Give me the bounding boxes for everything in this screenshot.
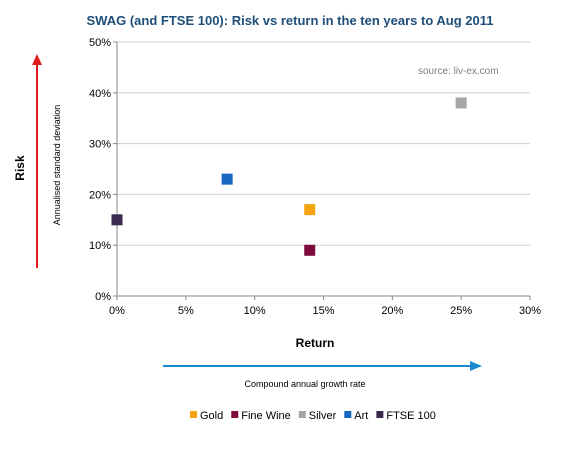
y-tick-label: 10% (89, 240, 111, 252)
point-fine-wine (304, 244, 316, 256)
x-axis-label: Return (296, 336, 335, 350)
x-tick-label: 10% (244, 305, 266, 317)
source-note: source: liv-ex.com (418, 66, 499, 77)
legend-swatch-silver (298, 411, 306, 418)
chart-title: SWAG (and FTSE 100): Risk vs return in t… (87, 13, 494, 28)
y-axis-label: Risk (13, 155, 27, 181)
tick-labels: 0% 10% 20% 30% 40% 50% 0% 5% 10% 15% 20% 25% 30% (89, 37, 541, 317)
legend-swatch-ftse-100 (376, 411, 384, 418)
data-points (111, 97, 467, 256)
point-silver (455, 97, 467, 109)
y-axis-sublabel: Annualised standard deviation (52, 105, 62, 226)
risk-arrow-head (32, 54, 42, 65)
x-tick-label: 15% (312, 305, 334, 317)
x-tick-label: 30% (519, 305, 541, 317)
grid-lines (117, 41, 530, 246)
point-art (221, 173, 233, 185)
legend-label-fine-wine: Fine Wine (241, 410, 291, 422)
legend-label-art: Art (354, 410, 368, 422)
x-axis-sublabel: Compound annual growth rate (244, 379, 365, 389)
x-tick-label: 0% (109, 305, 125, 317)
y-tick-label: 50% (89, 37, 111, 49)
legend-label-ftse-100: FTSE 100 (386, 410, 436, 422)
x-tick-label: 5% (178, 305, 194, 317)
return-arrow-head (470, 361, 482, 371)
legend-label-silver: Silver (309, 410, 337, 422)
legend-swatch-fine-wine (231, 411, 239, 418)
x-tick-label: 25% (450, 305, 472, 317)
y-tick-label: 20% (89, 189, 111, 201)
x-tick-label: 20% (381, 305, 403, 317)
y-tick-label: 0% (95, 291, 111, 303)
y-tick-label: 40% (89, 88, 111, 100)
axes (113, 41, 531, 300)
point-ftse-100 (111, 214, 123, 226)
y-tick-label: 30% (89, 139, 111, 151)
legend-label-gold: Gold (200, 410, 223, 422)
legend: Gold Fine Wine Silver Art FTSE 100 (190, 410, 436, 422)
point-gold (304, 204, 316, 216)
legend-swatch-gold (190, 411, 197, 418)
legend-swatch-art (344, 411, 352, 418)
